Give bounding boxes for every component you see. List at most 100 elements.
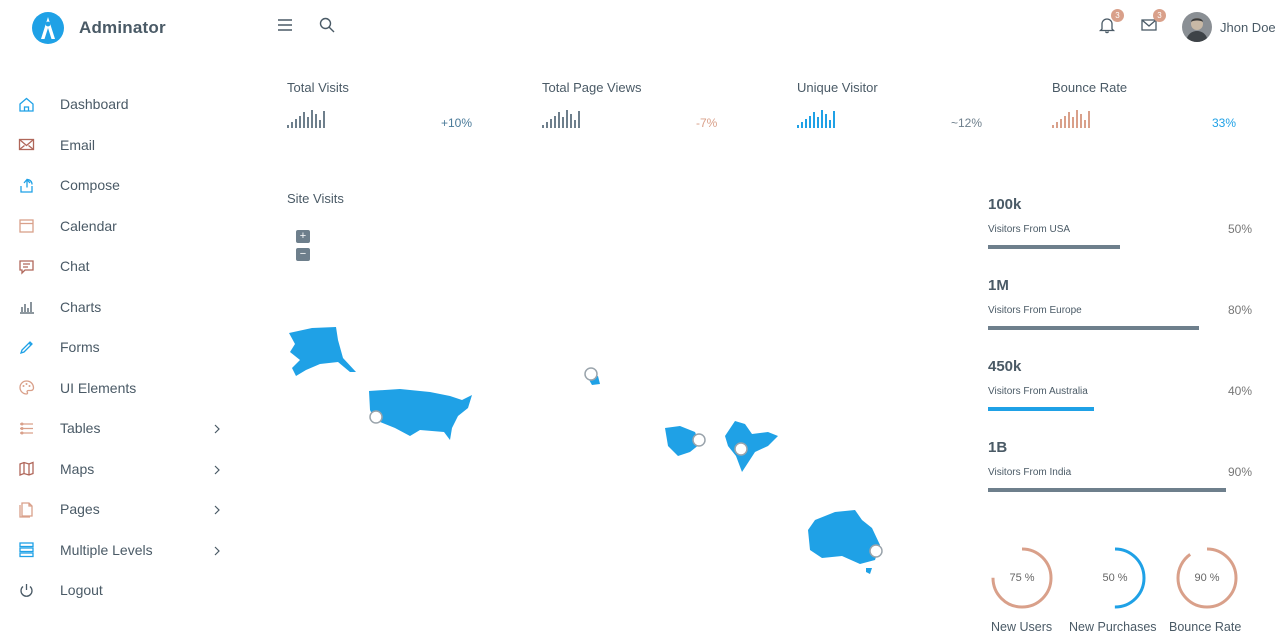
sparkline-bar	[829, 120, 831, 128]
sidebar-item-label: UI Elements	[60, 379, 137, 396]
envelope-icon	[18, 136, 35, 153]
sparkline-bar	[311, 110, 313, 128]
chat-icon	[18, 258, 35, 275]
sidebar-item-chat[interactable]: Chat	[0, 246, 240, 287]
visitors-list: 100k Visitors From USA 50% 1M Visitors From …	[988, 196, 1252, 520]
map-marker-usa	[369, 410, 383, 424]
home-icon	[18, 96, 35, 113]
visitor-progress-bar	[988, 245, 1120, 249]
map-marker-australia	[869, 544, 883, 558]
messages-badge: 3	[1153, 9, 1166, 22]
sidebar-item-label: Calendar	[60, 217, 117, 234]
sidebar: Dashboard Email Compose Calendar Chat Charts F…	[0, 84, 240, 611]
sparkline-bar	[578, 111, 580, 128]
sparkline-bar	[1072, 117, 1074, 128]
sparkline-bar	[323, 111, 325, 128]
visitor-count: 1B	[988, 439, 1008, 456]
sparkline-bar	[1084, 120, 1086, 128]
sidebar-item-forms[interactable]: Forms	[0, 327, 240, 368]
visitor-stat-item: 1B Visitors From India 90%	[988, 439, 1252, 520]
visitor-progress-bar	[988, 407, 1094, 411]
sparkline-bar	[546, 122, 548, 128]
donut-value: 90 %	[1194, 572, 1220, 584]
sparkline-bar	[287, 125, 289, 128]
visitor-progress-bar	[988, 326, 1199, 330]
visitor-label: Visitors From Australia	[988, 386, 1088, 397]
map-icon	[18, 460, 35, 477]
sidebar-item-label: Maps	[60, 460, 95, 477]
sidebar-item-logout[interactable]: Logout	[0, 570, 240, 611]
sparkline-bar	[303, 112, 305, 128]
messages-envelope-icon[interactable]: 3	[1140, 9, 1166, 34]
sidebar-item-maps[interactable]: Maps	[0, 449, 240, 490]
sidebar-item-label: Multiple Levels	[60, 541, 153, 558]
visitor-progress-bar	[988, 488, 1226, 492]
stat-title: Bounce Rate	[1052, 80, 1128, 95]
sidebar-item-compose[interactable]: Compose	[0, 165, 240, 206]
donut-chart: 75 %	[990, 546, 1054, 610]
sidebar-item-label: Email	[60, 136, 96, 153]
chevron-right-icon[interactable]	[212, 544, 222, 556]
sparkline-bar	[542, 125, 544, 128]
donut-label: Bounce Rate	[1169, 620, 1242, 634]
brand[interactable]: Adminator	[32, 12, 166, 44]
sparkline-bar	[1076, 110, 1078, 128]
menu-toggle-icon[interactable]	[276, 16, 294, 34]
visitor-stat-item: 450k Visitors From Australia 40%	[988, 358, 1252, 439]
sparkline-bar	[825, 114, 827, 128]
sparkline-bar	[558, 112, 560, 128]
map-region-saudi-arabia	[665, 426, 700, 456]
sparkline-bar	[1052, 125, 1054, 128]
bar-chart-icon	[18, 298, 35, 315]
world-map[interactable]	[280, 270, 940, 590]
map-region-tasmania	[866, 568, 872, 574]
map-region-india	[725, 421, 778, 472]
visitor-percent: 50%	[1227, 222, 1252, 236]
brand-name: Adminator	[79, 18, 166, 37]
sidebar-item-label: Forms	[60, 339, 100, 356]
map-marker-europe	[584, 367, 598, 381]
sidebar-item-label: Dashboard	[60, 96, 129, 113]
sidebar-item-calendar[interactable]: Calendar	[0, 206, 240, 247]
donut-arc	[1176, 547, 1238, 609]
visitor-count: 1M	[988, 277, 1009, 294]
visitor-label: Visitors From India	[988, 467, 1072, 478]
sidebar-item-dashboard[interactable]: Dashboard	[0, 84, 240, 125]
sparkline-bar	[817, 117, 819, 128]
stat-card: Total Visits +10%	[287, 80, 487, 130]
donut-chart: 90 %	[1175, 546, 1239, 610]
sparkline-bar	[299, 116, 301, 128]
visitor-percent: 80%	[1227, 303, 1252, 317]
sidebar-item-email[interactable]: Email	[0, 125, 240, 166]
map-zoom-in-button[interactable]: +	[296, 230, 310, 243]
chevron-right-icon[interactable]	[212, 463, 222, 475]
sidebar-item-pages[interactable]: Pages	[0, 489, 240, 530]
map-marker-india	[734, 442, 748, 456]
power-icon	[18, 582, 35, 599]
chevron-right-icon[interactable]	[212, 422, 222, 434]
user-name: Jhon Doe	[1220, 19, 1276, 35]
map-zoom-out-button[interactable]: −	[296, 248, 310, 261]
visitor-stat-item: 1M Visitors From Europe 80%	[988, 277, 1252, 358]
sparkline-bar	[574, 120, 576, 128]
sparkline-chart	[1052, 108, 1090, 128]
stat-title: Total Page Views	[542, 80, 642, 95]
donut-value: 75 %	[1009, 572, 1035, 584]
sidebar-item-ui-elements[interactable]: UI Elements	[0, 368, 240, 409]
stat-card: Bounce Rate 33%	[1052, 80, 1252, 130]
visitor-label: Visitors From USA	[988, 224, 1071, 235]
chevron-right-icon[interactable]	[212, 503, 222, 515]
sidebar-item-tables[interactable]: Tables	[0, 408, 240, 449]
user-menu[interactable]: Jhon Doe	[1182, 12, 1276, 42]
notifications-bell-icon[interactable]: 3	[1098, 9, 1124, 34]
donut-label: New Users	[991, 620, 1053, 634]
table-icon	[18, 420, 35, 437]
sparkline-bar	[550, 119, 552, 128]
sidebar-item-multiple-levels[interactable]: Multiple Levels	[0, 530, 240, 571]
search-icon[interactable]	[318, 16, 336, 34]
map-title: Site Visits	[287, 191, 344, 206]
sparkline-bar	[315, 114, 317, 128]
sidebar-item-charts[interactable]: Charts	[0, 287, 240, 328]
sparkline-bar	[813, 112, 815, 128]
sparkline-bar	[1068, 112, 1070, 128]
